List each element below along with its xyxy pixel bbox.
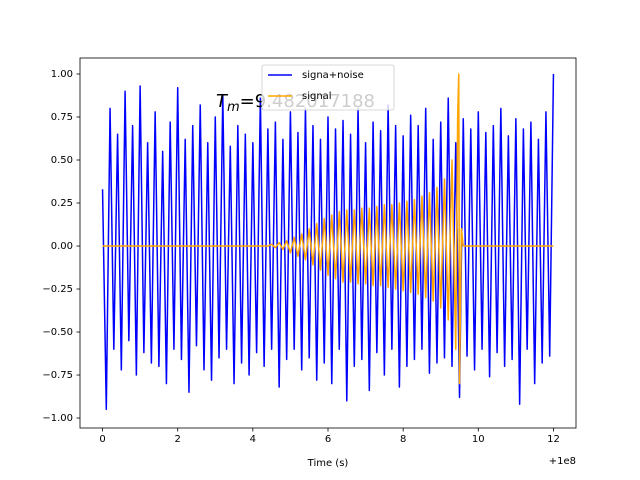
y-tick-label: 1.00 [51, 69, 73, 80]
x-tick-label: 6 [325, 434, 331, 445]
y-tick-label: 0.00 [51, 241, 73, 252]
legend-box [261, 64, 395, 111]
annotation-symbol: T [216, 91, 229, 112]
x-tick-label: 10 [472, 434, 485, 445]
x-axis-label: Time (s) [307, 458, 349, 469]
data-line [101, 73, 555, 411]
data-line [102, 73, 554, 385]
legend-label: signal [302, 91, 332, 102]
x-tick-label: 8 [400, 434, 406, 445]
y-tick-label: −0.50 [42, 327, 73, 338]
y-tick-label: −1.00 [42, 413, 73, 424]
x-tick-label: 4 [250, 434, 256, 445]
annotation-subscript: m [227, 100, 240, 115]
plot-frame [79, 57, 577, 429]
y-tick-label: −0.25 [42, 284, 73, 295]
y-tick-label: 0.50 [51, 155, 73, 166]
y-tick-label: −0.75 [42, 370, 73, 381]
x-tick-label: 12 [547, 434, 560, 445]
x-offset-label: +1e8 [549, 456, 576, 467]
x-tick-label: 0 [99, 434, 105, 445]
y-tick-label: 0.75 [51, 112, 73, 123]
x-tick-label: 2 [175, 434, 181, 445]
y-tick-label: 0.25 [51, 198, 73, 209]
legend-label: signa+noise [302, 70, 364, 81]
